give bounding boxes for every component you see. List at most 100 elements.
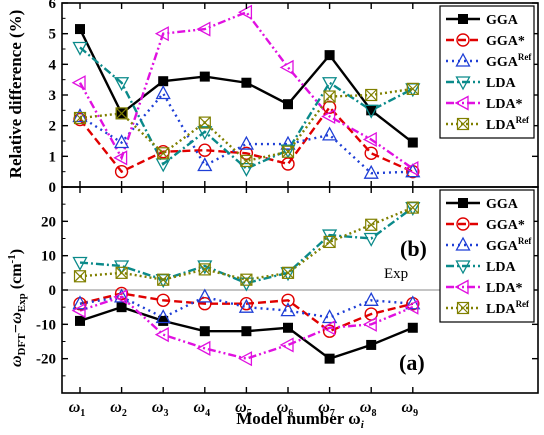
- data-point-top-2-2: [155, 85, 171, 100]
- data-point-top-0-5: [283, 99, 293, 110]
- series-line-top-4: [78, 10, 414, 170]
- data-points: [71, 4, 421, 367]
- data-point-top-0-2: [158, 76, 169, 87]
- data-point-bottom-2-1: [114, 288, 130, 303]
- data-point-bottom-5-6: [323, 235, 336, 249]
- panel-label-b: (b): [400, 236, 427, 261]
- data-point-bottom-2-7: [363, 291, 379, 306]
- data-point-top-1-7: [364, 146, 378, 160]
- data-point-top-0-4: [241, 77, 252, 88]
- x-tick-labels: ω1 ω2 ω3 ω4 ω5 ω6 ω7 ω8 ω9: [69, 399, 418, 419]
- data-point-bottom-0-8: [407, 322, 418, 333]
- ylabel-close: ): [8, 249, 25, 254]
- legend-marker-bottom-2: [455, 236, 471, 251]
- data-point-bottom-0-2: [158, 315, 169, 326]
- data-point-bottom-5-0: [73, 270, 87, 283]
- data-point-top-4-1: [113, 150, 128, 166]
- axes: 0 1 2 3 4 5 6 -20 -10 0 10 20: [36, 0, 538, 393]
- x-tick-label-1: ω1: [69, 399, 86, 419]
- data-point-top-5-8: [406, 82, 419, 95]
- data-point-bottom-1-4: [239, 297, 254, 311]
- data-point-bottom-2-5: [280, 302, 296, 317]
- legend-marker-bottom-3: [455, 260, 471, 275]
- legends: GGA GGA* GGARef LDA LDA* LDARef GGA GGA* GGARef L…: [439, 5, 535, 323]
- data-point-top-5-2: [157, 147, 170, 160]
- x-tick-label-2: ω2: [110, 399, 127, 419]
- legend-label-bottom-2: GGARef: [486, 236, 532, 254]
- legend-marker-top-1: [456, 33, 470, 47]
- data-point-top-0-6: [324, 50, 335, 61]
- data-point-top-2-6: [322, 126, 338, 141]
- legend-label-top-5: LDARef: [486, 115, 530, 133]
- legend-label-top-4: LDA*: [486, 97, 523, 112]
- y-tick-label: 3: [49, 88, 57, 104]
- y-tick-label: 4: [49, 57, 57, 73]
- data-point-top-1-4: [239, 146, 254, 160]
- data-point-bottom-5-8: [406, 201, 419, 214]
- series-line-bottom-1: [79, 292, 414, 333]
- legend-label-bottom-4: LDA*: [486, 281, 523, 296]
- data-point-top-1-6: [322, 100, 337, 114]
- data-point-top-3-3: [197, 126, 213, 141]
- data-point-top-4-3: [196, 21, 211, 37]
- ylabel-sub-dft: DFT: [16, 333, 28, 356]
- data-point-top-3-1: [114, 77, 130, 92]
- data-point-bottom-0-5: [283, 322, 293, 333]
- data-point-bottom-5-4: [240, 273, 253, 286]
- ylabel-sub-exp: Exp: [16, 293, 28, 312]
- y-tick-label: 0: [49, 180, 57, 196]
- data-point-top-2-7: [363, 164, 379, 179]
- data-point-bottom-4-3: [196, 340, 211, 356]
- data-point-top-0-3: [199, 71, 210, 82]
- data-point-bottom-1-3: [198, 297, 212, 311]
- legend-marker-top-2: [455, 52, 471, 67]
- legend-marker-bottom-0: [458, 198, 468, 208]
- data-point-top-2-5: [280, 135, 296, 150]
- ylabel-minus-omega: −ω: [8, 312, 25, 333]
- data-point-top-4-8: [404, 161, 419, 177]
- x-tick-label-9: ω9: [402, 399, 419, 419]
- legend-marker-bottom-4: [454, 279, 469, 295]
- data-point-top-5-3: [198, 116, 211, 129]
- data-point-bottom-5-7: [365, 218, 378, 231]
- data-point-bottom-1-5: [281, 293, 295, 307]
- data-point-bottom-2-8: [405, 295, 421, 310]
- data-point-bottom-4-5: [279, 337, 294, 353]
- data-point-bottom-4-8: [404, 299, 419, 315]
- data-point-top-2-1: [114, 134, 130, 149]
- y-tick-label: 20: [41, 214, 56, 230]
- legend-label-top-0: GGA: [486, 13, 519, 28]
- data-point-bottom-0-7: [366, 339, 377, 350]
- y-tick-label: -20: [36, 352, 56, 368]
- y-tick-label: 5: [49, 27, 57, 43]
- data-point-top-4-6: [321, 108, 336, 125]
- data-point-bottom-5-3: [198, 263, 211, 276]
- data-point-bottom-0-6: [324, 353, 335, 364]
- data-point-bottom-2-2: [155, 309, 171, 324]
- data-point-top-3-4: [238, 162, 254, 177]
- legend-label-bottom-1: GGA*: [486, 218, 525, 233]
- legend-label-bottom-5: LDARef: [486, 299, 530, 317]
- data-point-top-5-1: [115, 107, 128, 120]
- panel-label-a: (a): [399, 350, 425, 375]
- data-point-bottom-4-2: [154, 327, 169, 343]
- y-axis-label-bottom: ωDFT−ωExp (cm-1): [6, 249, 28, 367]
- data-point-top-4-4: [238, 4, 253, 20]
- data-point-bottom-4-1: [113, 289, 128, 305]
- legend-marker-top-0: [458, 14, 468, 24]
- data-point-bottom-1-6: [322, 324, 337, 338]
- data-point-bottom-1-1: [114, 286, 129, 301]
- series-line-bottom-3: [79, 206, 414, 285]
- legend-marker-bottom-1: [456, 217, 470, 231]
- data-point-bottom-5-1: [115, 266, 128, 279]
- data-point-bottom-3-0: [72, 256, 88, 271]
- data-point-bottom-5-2: [157, 273, 170, 286]
- data-point-top-4-7: [362, 131, 377, 148]
- legend-box-top: [439, 5, 535, 139]
- legend-label-top-3: LDA: [486, 76, 516, 91]
- legend-box-bottom: [439, 189, 535, 323]
- reference-line-label: Exp: [384, 266, 408, 282]
- x-tick-label-4: ω4: [194, 399, 211, 419]
- legend-marker-bottom-5: [456, 301, 470, 315]
